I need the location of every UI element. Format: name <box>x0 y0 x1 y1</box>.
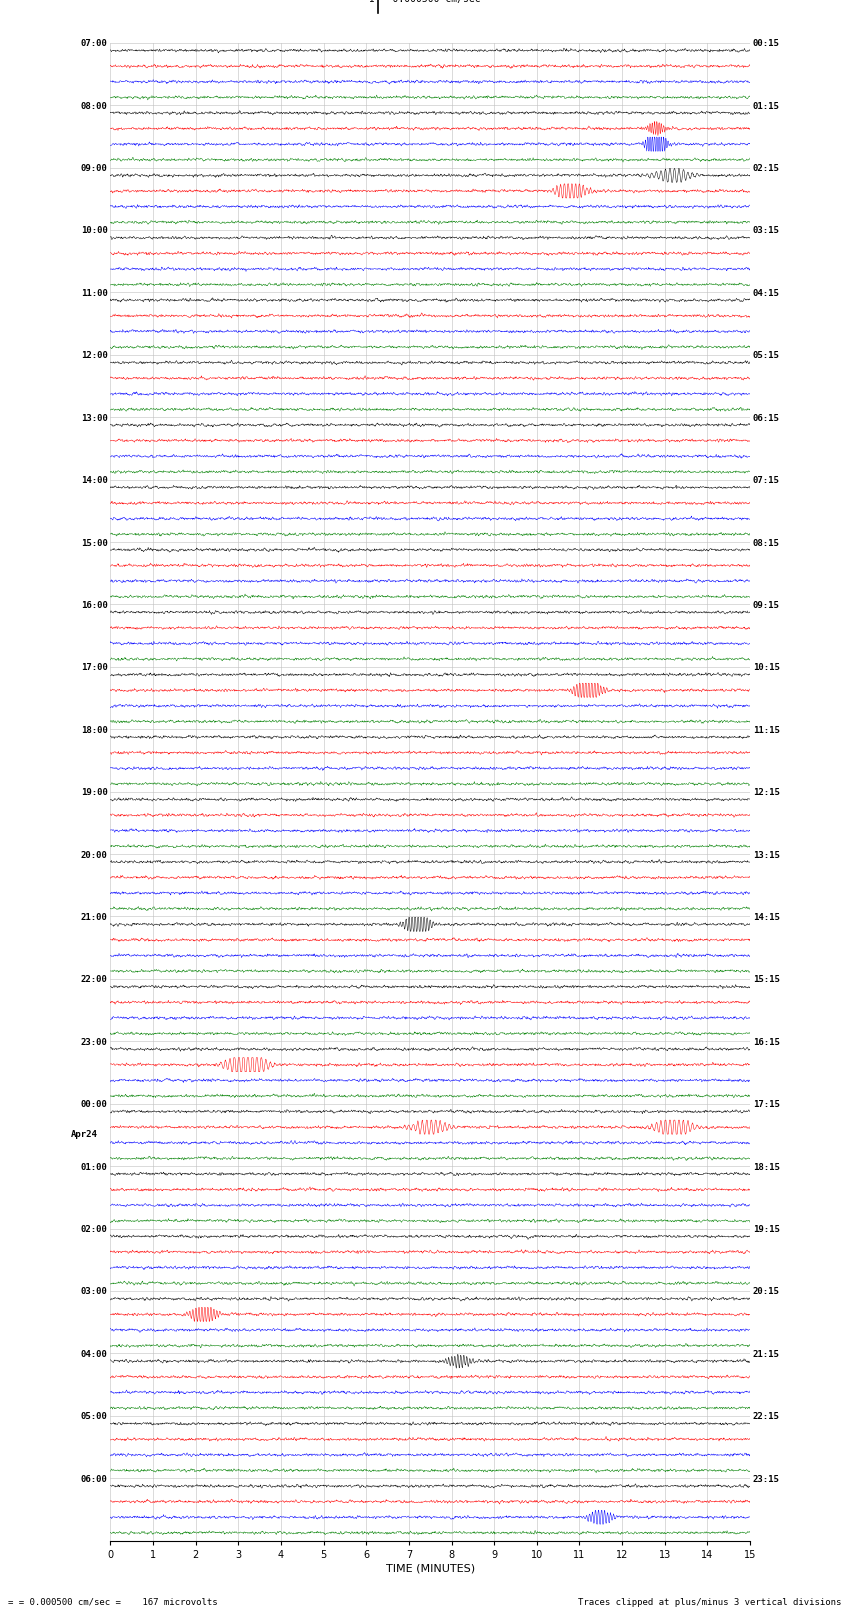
X-axis label: TIME (MINUTES): TIME (MINUTES) <box>386 1565 475 1574</box>
Text: = = 0.000500 cm/sec =    167 microvolts: = = 0.000500 cm/sec = 167 microvolts <box>8 1597 218 1607</box>
Text: Traces clipped at plus/minus 3 vertical divisions: Traces clipped at plus/minus 3 vertical … <box>578 1597 842 1607</box>
Text: Apr24: Apr24 <box>71 1131 98 1139</box>
Text: I = 0.000500 cm/sec: I = 0.000500 cm/sec <box>369 0 481 3</box>
